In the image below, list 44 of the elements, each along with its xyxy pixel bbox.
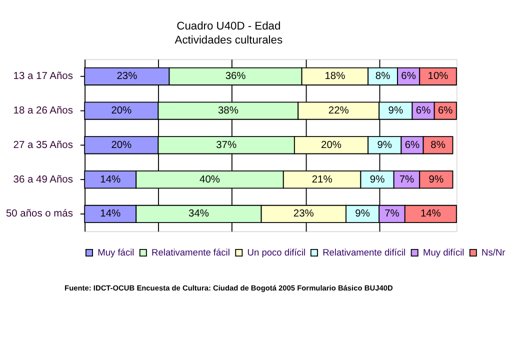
data-label: 23%: [293, 208, 314, 220]
y-tick-label: 50 años o más: [6, 208, 73, 220]
data-label: 40%: [200, 174, 220, 186]
data-label: 9%: [388, 106, 404, 117]
data-label: 14%: [420, 208, 441, 220]
data-label: 9%: [377, 140, 392, 151]
legend-label: Ns/Nr: [482, 248, 506, 258]
data-label: 38%: [218, 106, 238, 117]
data-label: 8%: [375, 71, 390, 82]
y-tick-label: 27 a 35 Años: [13, 140, 73, 151]
data-label: 9%: [355, 208, 370, 220]
data-label: 14%: [100, 174, 121, 186]
data-label: 14%: [100, 208, 121, 220]
legend-label: Un poco difícil: [247, 248, 306, 258]
legend-label: Relativamente difícil: [322, 248, 406, 258]
data-label: 36%: [225, 71, 246, 82]
y-tick-label: 18 a 26 Años: [13, 106, 73, 117]
data-label: 20%: [111, 106, 132, 117]
data-label: 7%: [384, 208, 400, 220]
legend-label: Muy fácil: [98, 248, 134, 258]
data-label: 20%: [321, 140, 342, 151]
data-label: 10%: [428, 71, 448, 82]
data-label: 23%: [116, 71, 138, 82]
data-label: 21%: [312, 174, 332, 186]
data-label: 37%: [216, 140, 237, 151]
data-label: 6%: [404, 140, 420, 151]
chart-subtitle: Actividades culturales: [174, 34, 283, 46]
data-label: 22%: [328, 106, 349, 117]
data-label: 9%: [370, 174, 385, 186]
data-label: 7%: [399, 174, 414, 186]
legend-label: Relativamente fácil: [152, 248, 230, 258]
y-tick-label: 36 a 49 Años: [13, 174, 73, 186]
source-note: Fuente: IDCT-OCUB Encuesta de Cultura: Ciudad de Bogotá 2005 Formulario Básico BUJ40D: [64, 284, 394, 293]
data-label: 8%: [430, 140, 446, 151]
data-label: 6%: [401, 71, 416, 82]
y-tick-label: 13 a 17 Años: [13, 71, 73, 82]
legend-label: Muy difícil: [422, 248, 464, 258]
data-label: 9%: [428, 174, 444, 186]
data-label: 6%: [416, 106, 431, 117]
data-label: 34%: [188, 208, 209, 220]
data-label: 6%: [438, 106, 453, 117]
data-label: 20%: [111, 140, 132, 151]
data-label: 18%: [324, 71, 346, 82]
chart-title: Cuadro U40D - Edad: [176, 20, 281, 32]
